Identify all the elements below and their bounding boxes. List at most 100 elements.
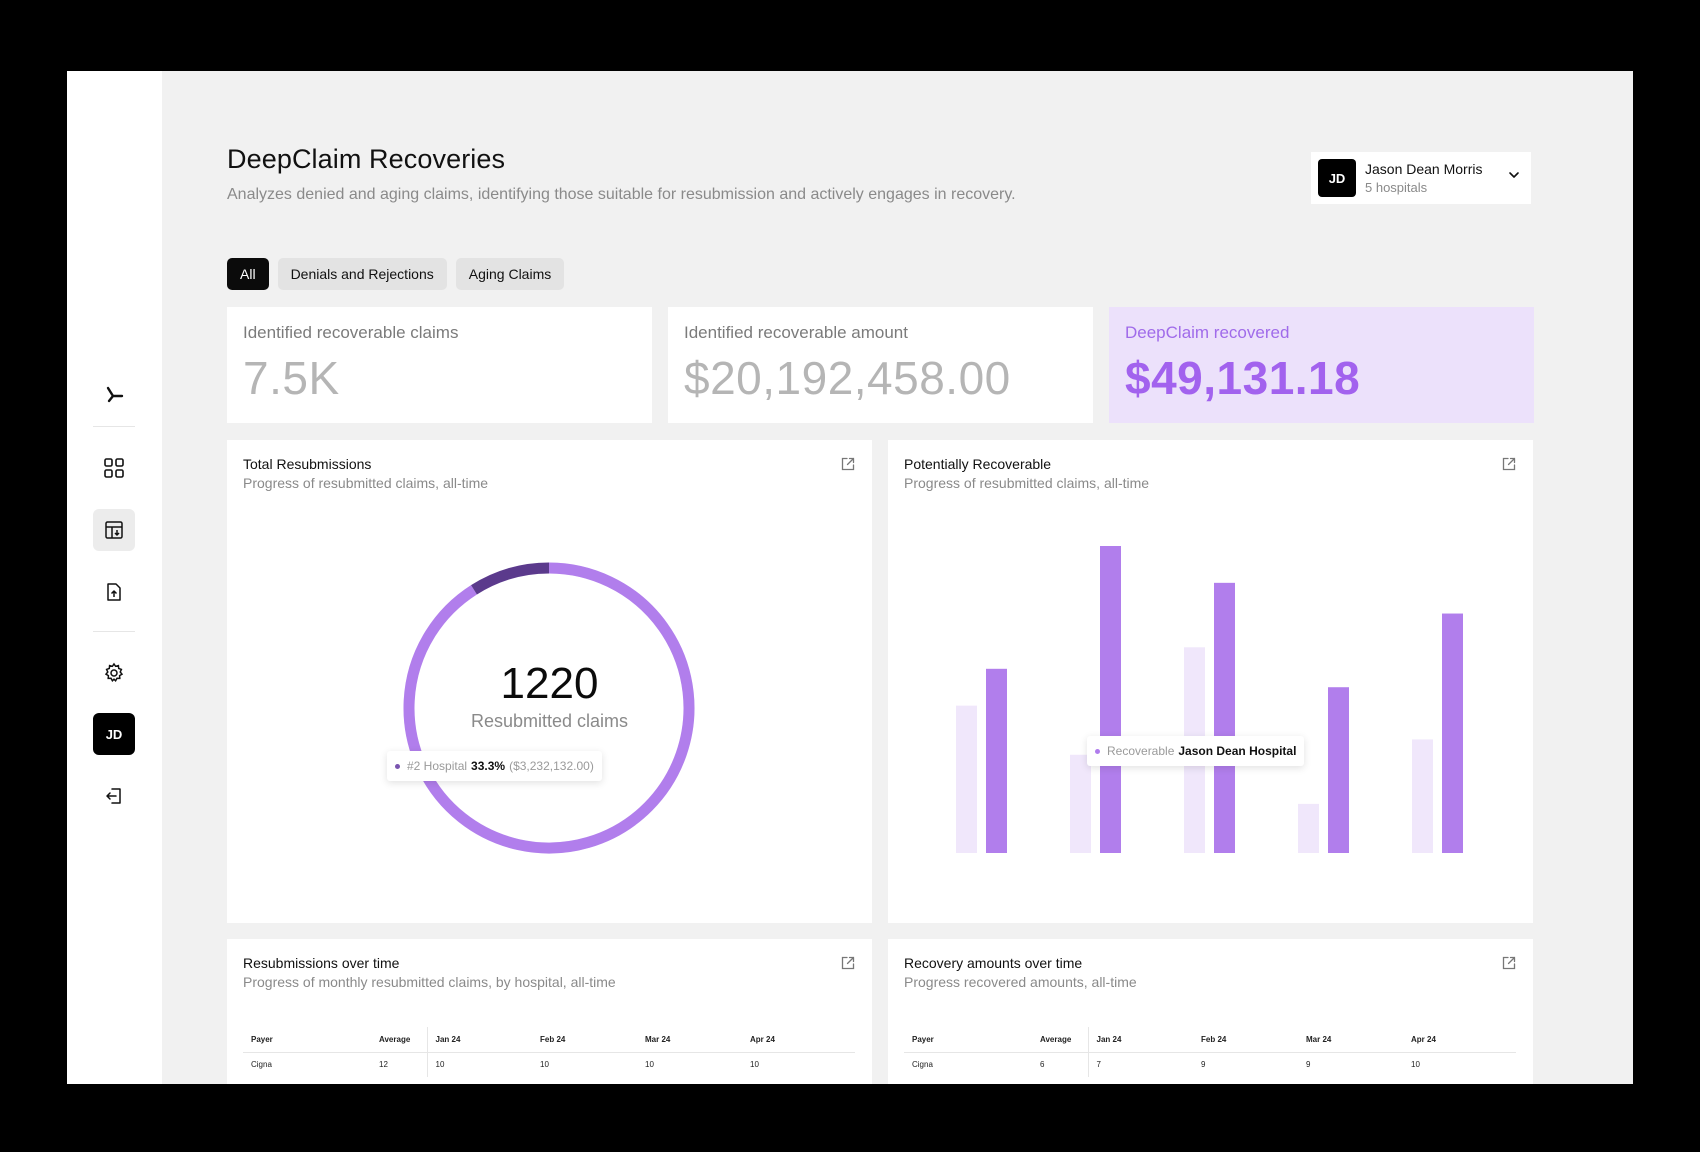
bar-dark[interactable] bbox=[1214, 582, 1235, 853]
table-cell: 10 bbox=[540, 1060, 549, 1070]
stat-label: DeepClaim recovered bbox=[1125, 323, 1290, 342]
user-menu[interactable]: JD Jason Dean Morris 5 hospitals bbox=[1311, 152, 1531, 204]
table-header-row: Payer Average Jan 24 Feb 24 Mar 24 Apr 2… bbox=[904, 1027, 1516, 1053]
external-link-icon[interactable] bbox=[1501, 456, 1517, 477]
bar-dark[interactable] bbox=[1100, 546, 1121, 853]
card-total-resubmissions: Total Resubmissions Progress of resubmit… bbox=[227, 440, 872, 923]
tooltip-label: Recoverable bbox=[1107, 744, 1175, 758]
data-table: Payer Average Jan 24 Feb 24 Mar 24 Apr 2… bbox=[243, 1027, 855, 1077]
table-cell: 10 bbox=[645, 1060, 654, 1070]
gear-icon[interactable] bbox=[93, 652, 135, 694]
column-header: Jan 24 bbox=[426, 1027, 532, 1053]
table-cell: 9 bbox=[1201, 1060, 1206, 1070]
card-potentially-recoverable: Potentially Recoverable Progress of resu… bbox=[888, 440, 1533, 923]
table-cell: 9 bbox=[1306, 1060, 1311, 1070]
legend-dot bbox=[395, 763, 400, 769]
bar-light[interactable] bbox=[1298, 803, 1319, 853]
bar-light[interactable] bbox=[1070, 754, 1091, 853]
card-recovery-amounts-over-time: Recovery amounts over time Progress reco… bbox=[888, 939, 1533, 1084]
card-title: Potentially Recoverable bbox=[904, 456, 1052, 472]
tooltip-name: Jason Dean Hospital bbox=[1178, 744, 1297, 758]
table-cell: Cigna bbox=[912, 1060, 933, 1070]
external-link-icon[interactable] bbox=[840, 456, 856, 477]
bar-tooltip: Recoverable Jason Dean Hospital bbox=[1087, 736, 1305, 766]
table-cell: 7 bbox=[1087, 1052, 1193, 1077]
stat-value: 7.5K bbox=[243, 352, 340, 404]
card-subtitle: Progress of monthly resubmitted claims, … bbox=[243, 974, 616, 990]
stat-recoverable-claims: Identified recoverable claims 7.5K bbox=[227, 307, 652, 423]
tab-aging-claims[interactable]: Aging Claims bbox=[455, 258, 565, 290]
sidebar-divider bbox=[93, 426, 135, 427]
legend-dot bbox=[1095, 748, 1100, 754]
column-header: Payer bbox=[904, 1027, 1032, 1053]
chevron-down-icon[interactable] bbox=[1507, 168, 1521, 187]
tooltip-name: #2 Hospital bbox=[407, 759, 468, 773]
avatar: JD bbox=[1318, 159, 1356, 197]
table-download-icon[interactable] bbox=[93, 509, 135, 551]
page-subtitle: Analyzes denied and aging claims, identi… bbox=[227, 186, 1016, 203]
sidebar: JD bbox=[67, 71, 162, 1084]
stat-label: Identified recoverable claims bbox=[243, 323, 459, 342]
card-resubmissions-over-time: Resubmissions over time Progress of mont… bbox=[227, 939, 872, 1084]
table-row[interactable]: Cigna 6 7 9 9 10 bbox=[904, 1052, 1516, 1077]
bar-dark[interactable] bbox=[986, 668, 1007, 853]
bar-dark[interactable] bbox=[1442, 613, 1463, 853]
table-cell: 12 bbox=[379, 1060, 388, 1070]
data-table: Payer Average Jan 24 Feb 24 Mar 24 Apr 2… bbox=[904, 1027, 1516, 1077]
card-subtitle: Progress recovered amounts, all-time bbox=[904, 974, 1137, 990]
donut-tooltip: #2 Hospital 33.3% ($3,232,132.00) bbox=[387, 751, 602, 781]
table-cell: 10 bbox=[750, 1060, 759, 1070]
card-subtitle: Progress of resubmitted claims, all-time bbox=[904, 475, 1150, 491]
filter-tabs: All Denials and Rejections Aging Claims bbox=[227, 258, 565, 290]
donut-segment[interactable] bbox=[403, 562, 695, 854]
table-row[interactable]: Cigna 12 10 10 10 10 bbox=[243, 1052, 855, 1077]
card-title: Resubmissions over time bbox=[243, 955, 400, 971]
tooltip-amount: ($3,232,132.00) bbox=[509, 759, 594, 773]
user-name: Jason Dean Morris bbox=[1365, 161, 1483, 177]
bar-light[interactable] bbox=[1412, 739, 1433, 853]
column-header: Jan 24 bbox=[1087, 1027, 1193, 1053]
tab-all[interactable]: All bbox=[227, 258, 269, 290]
page-title: DeepClaim Recoveries bbox=[227, 144, 506, 174]
tooltip-percent: 33.3% bbox=[471, 759, 506, 773]
user-hospitals: 5 hospitals bbox=[1365, 180, 1428, 195]
sidebar-divider bbox=[93, 631, 135, 632]
donut-center-label: Resubmitted claims bbox=[470, 711, 629, 731]
card-title: Total Resubmissions bbox=[243, 456, 372, 472]
table-cell: 10 bbox=[426, 1052, 532, 1077]
bar-chart bbox=[956, 546, 1463, 853]
table-header-row: Payer Average Jan 24 Feb 24 Mar 24 Apr 2… bbox=[243, 1027, 855, 1053]
bar-light[interactable] bbox=[956, 705, 977, 853]
external-link-icon[interactable] bbox=[1501, 955, 1517, 976]
avatar[interactable]: JD bbox=[93, 713, 135, 755]
column-header: Average bbox=[371, 1027, 427, 1053]
stat-label: Identified recoverable amount bbox=[684, 323, 908, 342]
column-header: Apr 24 bbox=[1403, 1027, 1516, 1053]
bar-dark[interactable] bbox=[1328, 687, 1349, 853]
table-cell: 10 bbox=[1411, 1060, 1420, 1070]
external-link-icon[interactable] bbox=[840, 955, 856, 976]
stat-value: $49,131.18 bbox=[1125, 352, 1361, 404]
table-cell: 6 bbox=[1040, 1060, 1045, 1070]
stat-recoverable-amount: Identified recoverable amount $20,192,45… bbox=[668, 307, 1093, 423]
column-header: Mar 24 bbox=[637, 1027, 742, 1053]
column-header: Payer bbox=[243, 1027, 371, 1053]
logout-icon[interactable] bbox=[93, 775, 135, 817]
donut-center-value: 1220 bbox=[500, 659, 599, 708]
app-window: JD DeepClaim Recoveries Analyzes denied … bbox=[67, 71, 1633, 1084]
grid-icon[interactable] bbox=[93, 447, 135, 489]
table-cell: Cigna bbox=[251, 1060, 272, 1070]
donut-chart bbox=[403, 562, 695, 854]
card-title: Recovery amounts over time bbox=[904, 955, 1083, 971]
donut-segment-highlight[interactable] bbox=[471, 562, 550, 595]
stat-value: $20,192,458.00 bbox=[684, 352, 1011, 404]
column-header: Mar 24 bbox=[1298, 1027, 1403, 1053]
main-content: DeepClaim Recoveries Analyzes denied and… bbox=[162, 71, 1633, 1084]
card-subtitle: Progress of resubmitted claims, all-time bbox=[243, 475, 489, 491]
stat-deepclaim-recovered: DeepClaim recovered $49,131.18 bbox=[1109, 307, 1534, 423]
tab-denials-and-rejections[interactable]: Denials and Rejections bbox=[277, 258, 447, 290]
file-upload-icon[interactable] bbox=[93, 571, 135, 613]
column-header: Feb 24 bbox=[532, 1027, 637, 1053]
column-header: Feb 24 bbox=[1193, 1027, 1298, 1053]
logo-icon[interactable] bbox=[93, 373, 135, 415]
